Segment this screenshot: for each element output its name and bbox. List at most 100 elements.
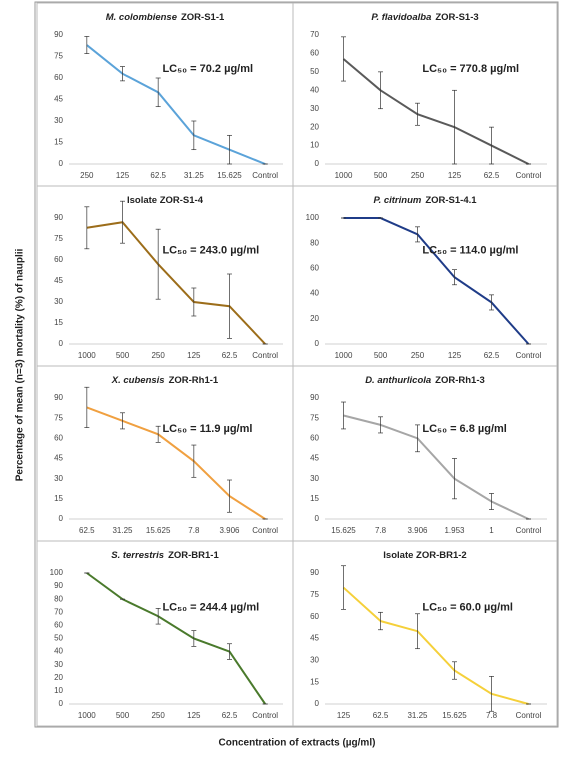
y-tick-label: 75 [54, 234, 63, 243]
x-tick-label: 250 [411, 351, 425, 360]
x-axis-label: Concentration of extracts (µg/ml) [219, 738, 376, 749]
title-species: S. terrestris [111, 550, 164, 561]
panel-title: Isolate ZOR-BR1-2 [383, 550, 466, 561]
panel [36, 540, 294, 727]
title-species: P. flavidoalba [371, 12, 431, 23]
panel [292, 185, 558, 367]
y-tick-label: 0 [315, 159, 320, 168]
x-tick-label: 125 [116, 171, 130, 180]
x-tick-label: Control [516, 351, 542, 360]
y-tick-label: 45 [54, 276, 63, 285]
y-tick-label: 45 [310, 634, 319, 643]
y-tick-label: 80 [310, 238, 319, 247]
y-tick-label: 75 [310, 413, 319, 422]
panel [292, 540, 558, 727]
y-tick-label: 90 [54, 213, 63, 222]
x-tick-label: 125 [187, 711, 201, 720]
title-strain: ZOR-Rh1-1 [169, 375, 219, 386]
x-tick-label: 62.5 [222, 351, 238, 360]
y-tick-label: 60 [54, 73, 63, 82]
x-tick-label: 7.8 [486, 711, 498, 720]
y-tick-label: 60 [54, 255, 63, 264]
title-species: M. colombiense [106, 12, 178, 23]
title-species: X. cubensis [111, 375, 165, 386]
y-tick-label: 40 [310, 85, 319, 94]
series-line [86, 221, 266, 345]
y-tick-label: 60 [54, 433, 63, 442]
x-tick-label: 31.25 [184, 171, 205, 180]
x-tick-label: 1.953 [444, 526, 465, 535]
lc50-annotation: LC₅₀ = 11.9 µg/ml [162, 423, 252, 435]
y-tick-label: 30 [310, 104, 319, 113]
x-tick-label: 1000 [78, 711, 96, 720]
lc50-annotation: LC₅₀ = 114.0 µg/ml [422, 245, 518, 257]
x-tick-label: 3.906 [219, 526, 240, 535]
lc50-annotation: LC₅₀ = 770.8 µg/ml [422, 63, 519, 75]
y-tick-label: 45 [54, 95, 63, 104]
lc50-annotation: LC₅₀ = 243.0 µg/ml [162, 245, 259, 257]
y-tick-label: 90 [54, 30, 63, 39]
y-tick-label: 0 [315, 514, 320, 523]
y-tick-label: 0 [315, 339, 320, 348]
y-tick-label: 45 [54, 454, 63, 463]
y-tick-label: 20 [310, 314, 319, 323]
x-tick-label: 1000 [335, 351, 353, 360]
panel [36, 365, 294, 542]
y-tick-label: 70 [54, 607, 63, 616]
y-tick-label: 90 [310, 393, 319, 402]
y-tick-label: 30 [310, 474, 319, 483]
series-line [86, 44, 266, 165]
title-strain: ZOR-Rh1-3 [435, 375, 485, 386]
x-tick-label: 500 [374, 351, 388, 360]
y-tick-label: 30 [54, 474, 63, 483]
y-tick-label: 40 [310, 289, 319, 298]
series-line [343, 414, 529, 520]
x-tick-label: 31.25 [112, 526, 133, 535]
title-species: D. anthurlicola [365, 375, 431, 386]
x-tick-label: 1 [489, 526, 494, 535]
y-tick-label: 20 [54, 673, 63, 682]
y-tick-label: 45 [310, 454, 319, 463]
series-line [343, 217, 530, 345]
x-tick-label: 250 [151, 351, 165, 360]
panel-title: D. anthurlicola ZOR-Rh1-3 [365, 375, 485, 386]
y-axis-label: Percentage of mean (n=3) mortality (%) o… [15, 249, 26, 482]
series-line [86, 406, 266, 520]
x-tick-label: 62.5 [79, 526, 95, 535]
y-tick-label: 15 [54, 318, 63, 327]
x-tick-label: 500 [116, 351, 130, 360]
y-tick-label: 0 [315, 699, 320, 708]
x-tick-label: 3.906 [407, 526, 428, 535]
series-line [342, 586, 529, 705]
x-tick-label: 1000 [335, 171, 353, 180]
lc50-annotation: LC₅₀ = 60.0 µg/ml [422, 602, 513, 614]
y-tick-label: 60 [310, 433, 319, 442]
panel-title: S. terrestris ZOR-BR1-1 [111, 550, 219, 561]
y-tick-label: 0 [59, 339, 64, 348]
x-tick-label: 125 [448, 171, 462, 180]
x-tick-label: 15.625 [442, 711, 467, 720]
y-tick-label: 0 [59, 514, 64, 523]
x-tick-label: 31.25 [407, 711, 428, 720]
x-tick-label: 1000 [78, 351, 96, 360]
y-tick-label: 15 [54, 138, 63, 147]
x-tick-label: 125 [187, 351, 201, 360]
lc50-annotation: LC₅₀ = 6.8 µg/ml [422, 423, 507, 435]
y-tick-label: 50 [54, 634, 63, 643]
x-tick-label: 500 [116, 711, 130, 720]
x-tick-label: 62.5 [150, 171, 166, 180]
x-tick-label: 250 [411, 171, 425, 180]
x-tick-label: 250 [151, 711, 165, 720]
x-tick-label: 62.5 [373, 711, 389, 720]
title-species: P. citrinum [373, 195, 421, 206]
series-line [86, 572, 266, 705]
y-tick-label: 30 [310, 655, 319, 664]
y-tick-label: 75 [310, 590, 319, 599]
y-tick-label: 75 [54, 52, 63, 61]
x-tick-label: 7.8 [188, 526, 200, 535]
y-tick-label: 90 [54, 393, 63, 402]
panel [36, 2, 294, 187]
x-tick-label: 500 [374, 171, 388, 180]
y-tick-label: 70 [310, 30, 319, 39]
